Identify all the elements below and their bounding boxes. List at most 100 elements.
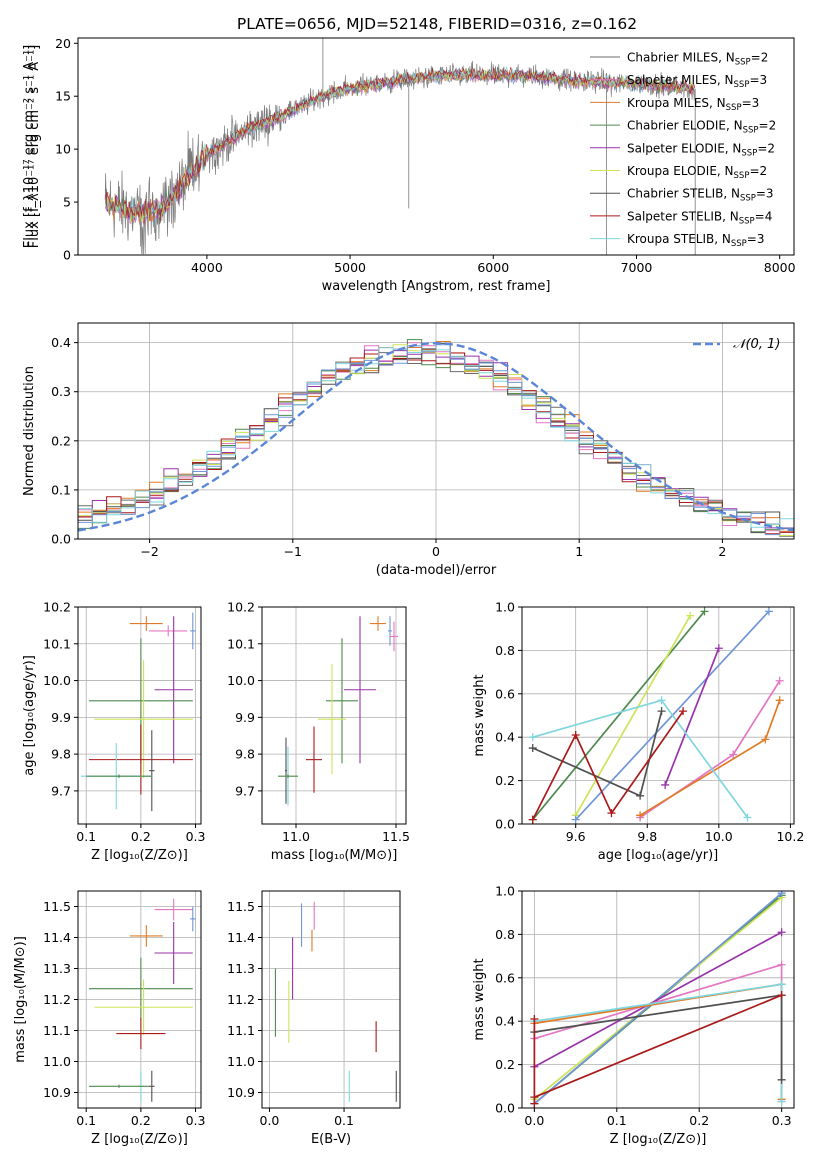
plot-area [274,901,397,1102]
model-spectrum [105,67,695,222]
y-tick-label: 11.5 [227,899,255,914]
x-tick-label: 0.3 [772,1113,792,1128]
plot-area [278,616,398,806]
weight-marker [661,780,670,789]
plot-area [104,38,696,255]
y-tick-label: 9.9 [51,710,71,725]
chart-mass-ebv: 0.0 0.1 10.9 11.0 11.1 11.2 11.3 11.4 11.5 E(B-V) [227,890,401,1147]
x-tick-label: −2 [140,544,158,559]
chart-residuals: −2 −1 0 1 2 0.0 0.1 0.2 0.3 0.4 (data-model)/error… [22,322,795,578]
y-tick-label: 0.2 [51,433,71,448]
x-tick-label: 8000 [764,260,796,275]
y-tick-label: 0.3 [51,384,71,399]
x-axis-label: Z [log₁₀(Z/Z⊙)] [91,848,188,863]
y-tick-label: 15 [55,89,71,104]
plot-area [530,891,786,1108]
y-tick-label: 0.4 [495,1014,515,1029]
y-axis-label: Flux [f_λ10⁻¹⁷ erg cm⁻² s⁻¹ A⁻¹] [27,45,42,249]
weight-marker [607,809,616,818]
weight-line [533,994,782,1104]
chart-age-Z: 0.1 0.2 0.3 9.7 9.8 9.9 10.0 10.1 10.2 Z [log₁₀(Z… [22,600,205,864]
residual-histogram [78,344,794,536]
weight-marker [528,744,537,753]
y-tick-label: 0.2 [495,773,515,788]
legend-label: Salpeter STELIB, NSSP=4 [627,209,772,226]
x-tick-label: 0.3 [186,1113,206,1128]
y-axis-label: mass [log₁₀(M/M⊙)] [13,936,28,1063]
x-tick-label: −1 [284,544,302,559]
y-tick-label: 9.8 [51,747,71,762]
weight-line [531,710,684,821]
x-tick-label: 0.1 [76,1113,96,1128]
y-tick-label: 11.1 [43,1023,71,1038]
weight-marker [530,1015,539,1024]
model-spectrum [105,66,695,222]
y-tick-label: 0.4 [495,730,515,745]
x-tick-label: 0.2 [689,1113,709,1128]
axes-frame [77,606,202,825]
x-axis-label: Z [log₁₀(Z/Z⊙)] [91,1132,188,1147]
weight-line [664,647,720,786]
axes-frame [521,606,795,825]
y-tick-label: 11.5 [43,899,71,914]
y-tick-label: 1.0 [495,600,515,615]
y-tick-label: 11.3 [43,961,71,976]
weight-marker [530,1093,539,1102]
y-tick-label: 10.9 [43,1085,71,1100]
weight-marker [686,611,695,620]
weight-marker [777,891,786,898]
x-axis-label: Z [log₁₀(Z/Z⊙)] [610,1132,707,1147]
weight-marker [700,607,709,616]
legend-label: Chabrier ELODIE, NSSP=2 [627,119,776,136]
x-tick-label: 0.1 [76,829,96,844]
y-tick-label: 11.1 [227,1023,255,1038]
weight-marker [777,980,786,989]
weight-marker [729,750,738,759]
weight-marker [777,960,786,969]
x-tick-label: 11.0 [282,829,310,844]
x-axis-label: mass [log₁₀(M/M⊙)] [271,848,398,863]
y-tick-label: 10.1 [43,636,71,651]
y-tick-label: 9.7 [51,783,71,798]
x-tick-label: 0 [432,544,440,559]
y-tick-label: 10.0 [43,673,71,688]
chart-spectrum: 4000 5000 6000 7000 8000 0 5 10 15 20 wavelength [… [22,36,796,294]
y-tick-label: 20 [55,36,71,51]
y-tick-label: 11.4 [227,930,255,945]
x-tick-label: 0.2 [131,1113,151,1128]
axes-frame [521,890,795,1109]
x-axis-label: E(B-V) [311,1132,351,1147]
legend-label: Chabrier STELIB, NSSP=3 [627,187,774,204]
x-axis-label: wavelength [Angstrom, rest frame] [322,279,551,294]
chart-mass-Z: 0.1 0.2 0.3 10.9 11.0 11.1 11.2 11.3 11.4 11.5 Z [… [13,890,206,1147]
weight-marker [571,731,580,740]
x-tick-label: 4000 [191,260,223,275]
y-tick-label: 10.2 [227,600,255,615]
weight-line [532,610,706,821]
y-tick-label: 0.8 [495,927,515,942]
x-tick-label: 0.3 [186,829,206,844]
x-axis-label: age [log₁₀(age/yr)] [598,848,719,863]
y-tick-label: 9.8 [235,747,255,762]
weight-marker [714,644,723,653]
x-tick-label: 0.0 [260,1113,280,1128]
chart-weight-age: 9.6 9.8 10.0 10.2 0.0 0.2 0.4 0.6 0.8 1.0 age [log… [472,600,804,864]
y-axis-label: Flux [f_λ10⁻¹⁷ erg cm⁻² s⁻¹ A⁻¹] [22,45,37,249]
y-tick-label: 11.2 [227,992,255,1007]
y-tick-label: 0 [63,248,71,263]
x-tick-label: 0.1 [334,1113,354,1128]
weight-marker [777,1097,786,1106]
weight-marker [775,676,784,685]
residual-histogram [78,344,794,536]
y-tick-label: 10 [55,142,71,157]
weight-line [533,892,783,1105]
y-tick-label: 0.1 [51,482,71,497]
figure-title: PLATE=0656, MJD=52148, FIBERID=0316, z=0… [237,15,637,33]
y-axis-label: age [log₁₀(age/yr)] [22,655,37,776]
weight-marker [777,1075,786,1084]
x-tick-label: 0.2 [131,829,151,844]
y-tick-label: 5 [63,195,71,210]
plot-area [88,898,196,1102]
legend-label: Salpeter ELODIE, NSSP=2 [627,141,775,158]
y-tick-label: 10.1 [227,636,255,651]
